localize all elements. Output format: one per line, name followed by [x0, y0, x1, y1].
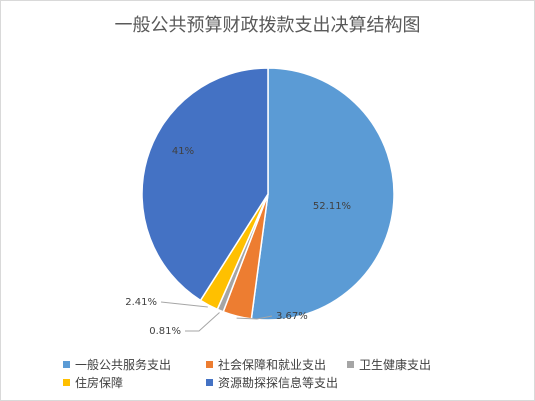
data-label: 3.67% [276, 311, 308, 322]
legend-item: 资源勘探探信息等支出 [206, 374, 338, 391]
data-label: 0.81% [149, 326, 181, 337]
legend-swatch [347, 360, 354, 368]
leader-line [185, 312, 220, 332]
legend-label: 住房保障 [75, 375, 124, 390]
chart-title: 一般公共预算财政拨款支出决算结构图 [114, 15, 421, 36]
pie-slice [250, 67, 395, 321]
data-label: 41% [172, 146, 194, 157]
legend: 一般公共服务支出 社会保障和就业支出 卫生健康支出 住房保障 资源勘探探信息等支… [63, 355, 503, 391]
legend-swatch [63, 378, 70, 386]
legend-row: 一般公共服务支出 社会保障和就业支出 卫生健康支出 [63, 355, 503, 373]
legend-item: 住房保障 [63, 374, 206, 391]
legend-item: 一般公共服务支出 [63, 356, 206, 373]
data-label: 52.11% [313, 201, 351, 212]
legend-item: 卫生健康支出 [347, 356, 431, 373]
pie-chart: 52.11% 3.67% 0.81% 2.41% 41% [125, 67, 395, 337]
legend-label: 资源勘探探信息等支出 [218, 375, 339, 390]
legend-swatch [206, 360, 213, 368]
data-label: 2.41% [125, 297, 157, 308]
leader-line [236, 315, 273, 320]
legend-label: 卫生健康支出 [359, 357, 432, 372]
legend-item: 社会保障和就业支出 [206, 356, 347, 373]
legend-swatch [206, 378, 213, 386]
legend-swatch [63, 360, 70, 368]
legend-label: 社会保障和就业支出 [218, 357, 327, 372]
legend-row: 住房保障 资源勘探探信息等支出 [63, 373, 503, 391]
legend-label: 一般公共服务支出 [75, 357, 172, 372]
pie-slice [141, 67, 269, 302]
leader-line [160, 301, 208, 308]
